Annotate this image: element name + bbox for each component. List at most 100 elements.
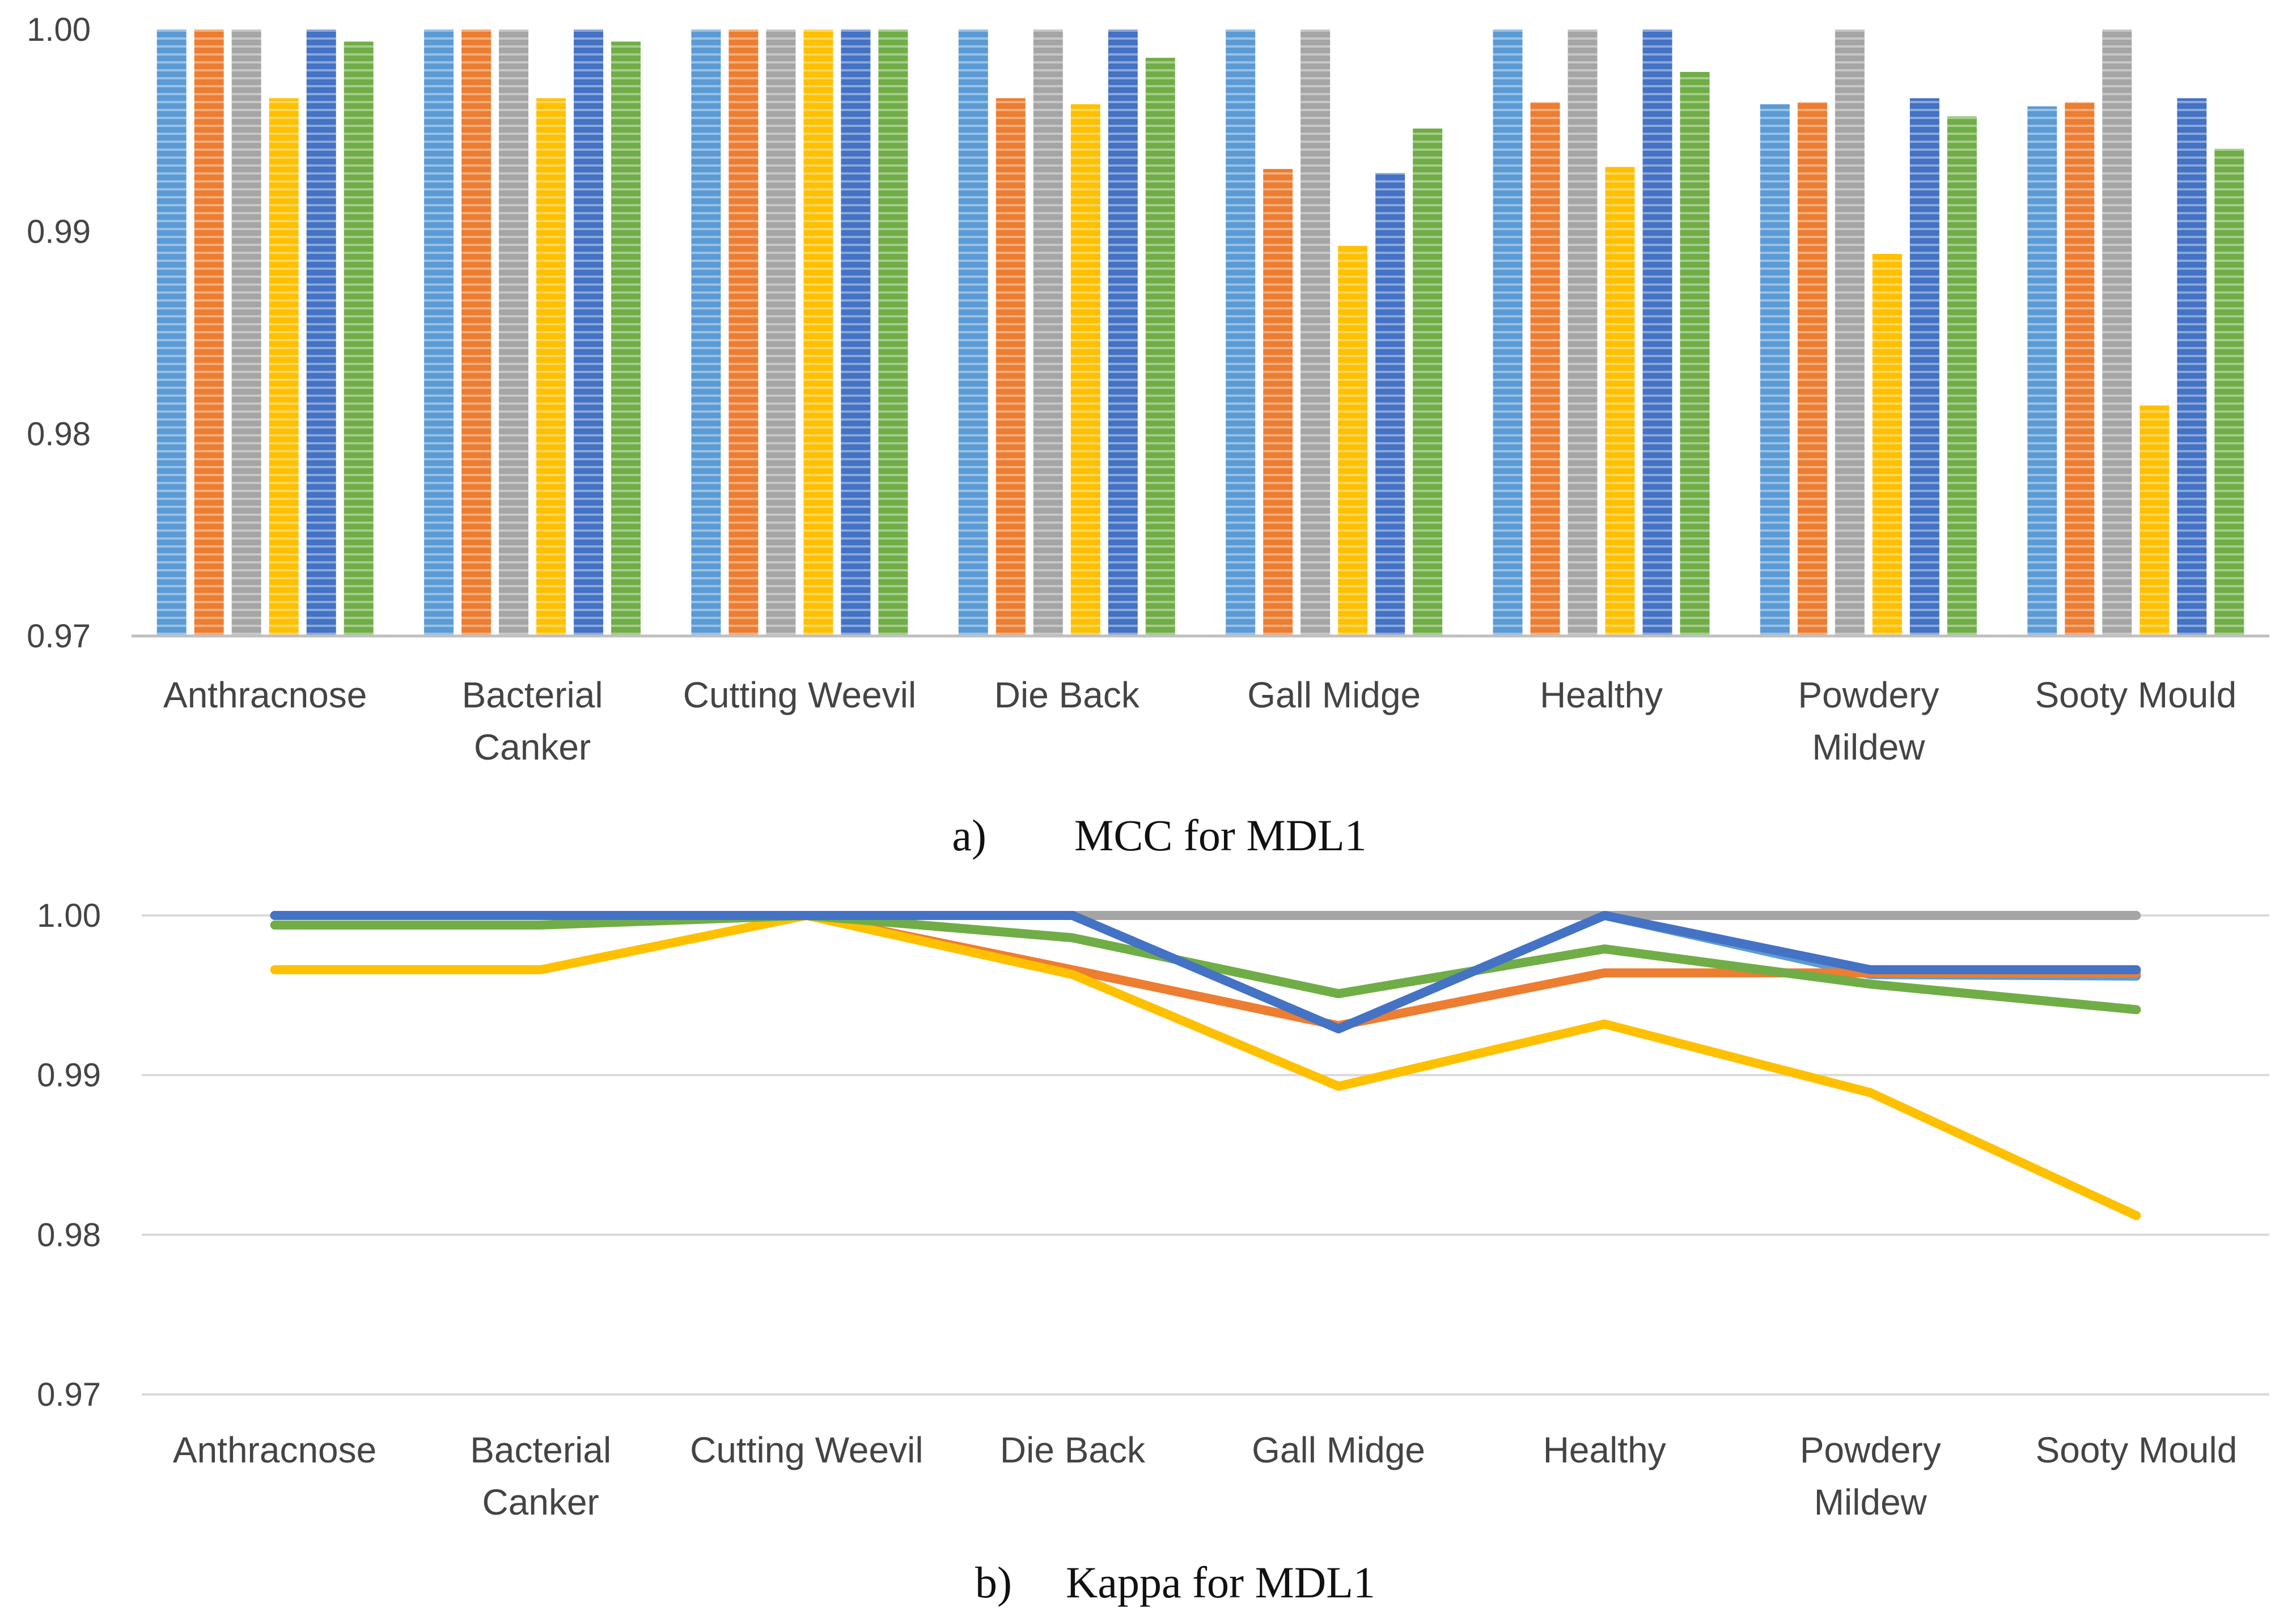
- mcc-category-label-line: Bacterial: [462, 675, 603, 715]
- mcc-bar-healthy-series-2: [1530, 102, 1560, 636]
- kappa-category-label-line: Anthracnose: [173, 1430, 376, 1470]
- mcc-bar-sooty-mould-series-5: [2177, 98, 2207, 636]
- kappa-y-tick-label: 0.97: [37, 1376, 101, 1413]
- kappa-line-series-5: [270, 911, 2141, 1033]
- mcc-bar-die-back-series-5: [1108, 29, 1138, 636]
- mcc-bar-bacterial-canker-series-3: [499, 29, 529, 636]
- mcc-category-label-line: Mildew: [1812, 727, 1925, 768]
- mcc-bar-bacterial-canker-series-1: [424, 29, 454, 636]
- mcc-bar-healthy-series-1: [1493, 29, 1523, 636]
- mcc-category-label-line: Canker: [474, 727, 591, 768]
- mcc-category-label-line: Die Back: [994, 675, 1140, 715]
- mcc-bar-healthy-series-4: [1605, 167, 1635, 636]
- mcc-bar-anthracnose-series-4: [269, 98, 299, 636]
- mcc-category-label: Anthracnose: [163, 675, 367, 715]
- mcc-bar-sooty-mould-series-4: [2140, 405, 2170, 636]
- mcc-category-label: Healthy: [1540, 675, 1663, 715]
- mcc-category-labels: Anthracnose Bacterial Canker Cutting Weevil…: [163, 675, 2236, 768]
- mcc-category-label: Bacterial Canker: [462, 675, 603, 768]
- kappa-category-label-line: Die Back: [1000, 1430, 1146, 1470]
- mcc-caption-text: MCC for MDL1: [1074, 811, 1367, 860]
- mcc-bar-sooty-mould-series-1: [2027, 106, 2057, 637]
- mcc-bar-die-back-series-6: [1145, 57, 1175, 636]
- mcc-category-label-line: Healthy: [1540, 675, 1663, 715]
- mcc-bar-die-back-series-2: [995, 98, 1026, 636]
- mcc-bar-gall-midge-series-2: [1263, 169, 1293, 637]
- mcc-category-label: Sooty Mould: [2035, 675, 2236, 715]
- mcc-category-label: Die Back: [994, 675, 1140, 715]
- kappa-category-label-line: Mildew: [1814, 1482, 1927, 1523]
- mcc-bar-bacterial-canker-series-2: [461, 29, 492, 636]
- mcc-bar-anthracnose-series-1: [156, 29, 187, 636]
- mcc-bar-healthy-series-6: [1680, 71, 1710, 636]
- kappa-category-label-line: Canker: [482, 1482, 599, 1523]
- mcc-y-tick-label: 0.98: [27, 415, 91, 452]
- mcc-bar-cutting-weevil-series-5: [841, 29, 871, 636]
- mcc-bar-powdery-mildew-series-6: [1947, 116, 1977, 636]
- mcc-bar-chart: 0.97 0.98 0.99 1.00 Anthracnose Bacterial Can…: [27, 11, 2269, 860]
- mcc-bar-bacterial-canker-series-6: [611, 41, 641, 636]
- mcc-bar-powdery-mildew-series-5: [1909, 98, 1939, 636]
- mcc-bar-powdery-mildew-series-3: [1835, 29, 1865, 636]
- kappa-series-lines: [270, 911, 2141, 1220]
- mcc-category-label-line: Cutting Weevil: [683, 675, 916, 715]
- mcc-bars: [156, 29, 2244, 637]
- kappa-category-label-line: Sooty Mould: [2036, 1430, 2238, 1470]
- mcc-bar-powdery-mildew-series-2: [1797, 102, 1827, 636]
- kappa-y-tick-label: 0.99: [37, 1057, 101, 1094]
- mcc-category-label-line: Anthracnose: [163, 675, 367, 715]
- kappa-category-label-line: Gall Midge: [1252, 1430, 1425, 1470]
- kappa-category-label-line: Powdery: [1800, 1430, 1941, 1470]
- mcc-bar-healthy-series-3: [1567, 29, 1598, 636]
- mcc-bar-anthracnose-series-3: [231, 29, 261, 636]
- kappa-y-tick-label: 0.98: [37, 1216, 101, 1253]
- mcc-bar-cutting-weevil-series-3: [766, 29, 796, 636]
- mcc-y-tick-label: 1.00: [27, 11, 91, 48]
- mcc-category-label: Gall Midge: [1247, 675, 1421, 715]
- mcc-y-tick-label: 0.97: [27, 618, 91, 655]
- kappa-caption-label: b): [975, 1558, 1012, 1607]
- kappa-category-label: Healthy: [1543, 1430, 1666, 1470]
- kappa-category-label-line: Bacterial: [470, 1430, 611, 1470]
- kappa-category-label: Die Back: [1000, 1430, 1146, 1470]
- mcc-bar-gall-midge-series-6: [1413, 128, 1443, 636]
- mcc-y-tick-labels: 0.97 0.98 0.99 1.00: [27, 11, 91, 655]
- mcc-bar-gall-midge-series-5: [1375, 173, 1405, 636]
- kappa-category-label: Gall Midge: [1252, 1430, 1425, 1470]
- kappa-line-chart: 0.97 0.98 0.99 1.00 Anthracnose Bacterial Can…: [37, 897, 2269, 1607]
- mcc-bar-sooty-mould-series-6: [2214, 149, 2244, 636]
- kappa-category-label: Anthracnose: [173, 1430, 376, 1470]
- mcc-category-label: Cutting Weevil: [683, 675, 916, 715]
- mcc-bar-gall-midge-series-3: [1300, 29, 1331, 636]
- kappa-y-tick-labels: 0.97 0.98 0.99 1.00: [37, 897, 101, 1413]
- mcc-bar-die-back-series-3: [1033, 29, 1063, 636]
- mcc-bar-die-back-series-4: [1070, 104, 1100, 636]
- mcc-bar-cutting-weevil-series-4: [803, 29, 833, 636]
- kappa-category-label: Powdery Mildew: [1800, 1430, 1941, 1523]
- mcc-bar-cutting-weevil-series-1: [691, 29, 721, 636]
- mcc-y-tick-label: 0.99: [27, 214, 91, 251]
- kappa-caption-text: Kappa for MDL1: [1066, 1558, 1375, 1607]
- mcc-bar-sooty-mould-series-3: [2102, 29, 2132, 636]
- kappa-category-labels: Anthracnose Bacterial Canker Cutting Weevil…: [173, 1430, 2237, 1523]
- mcc-bar-gall-midge-series-4: [1338, 245, 1368, 637]
- kappa-line-series-6: [270, 911, 2141, 1015]
- kappa-category-label: Cutting Weevil: [690, 1430, 923, 1470]
- mcc-category-label-line: Gall Midge: [1247, 675, 1421, 715]
- mcc-bar-sooty-mould-series-2: [2065, 102, 2095, 636]
- kappa-category-label: Sooty Mould: [2036, 1430, 2238, 1470]
- mcc-category-label-line: Powdery: [1798, 675, 1939, 715]
- mcc-category-label-line: Sooty Mould: [2035, 675, 2236, 715]
- mcc-bar-powdery-mildew-series-4: [1872, 253, 1902, 636]
- kappa-category-label: Bacterial Canker: [470, 1430, 611, 1523]
- mcc-bar-gall-midge-series-1: [1226, 29, 1256, 636]
- kappa-category-label-line: Cutting Weevil: [690, 1430, 923, 1470]
- kappa-line-series-4: [270, 911, 2141, 1220]
- mcc-bar-cutting-weevil-series-2: [728, 29, 759, 636]
- mcc-bar-die-back-series-1: [958, 29, 988, 636]
- kappa-y-tick-label: 1.00: [37, 897, 101, 934]
- mcc-bar-bacterial-canker-series-5: [574, 29, 604, 636]
- kappa-category-label-line: Healthy: [1543, 1430, 1666, 1470]
- mcc-bar-healthy-series-5: [1642, 29, 1672, 636]
